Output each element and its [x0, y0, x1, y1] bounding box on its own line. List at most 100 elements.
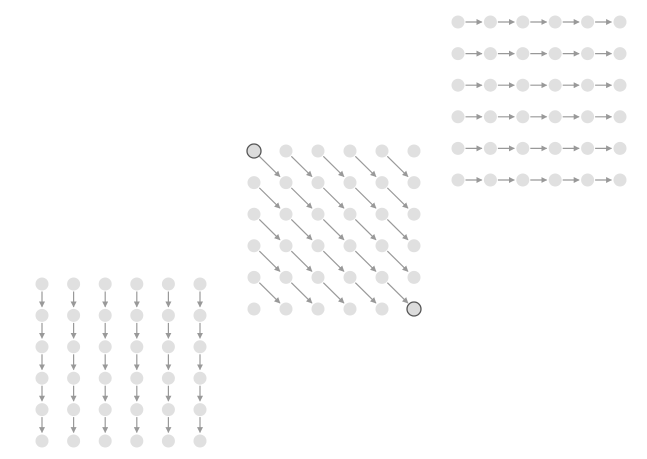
edge-arrow — [290, 155, 313, 178]
graph-node — [279, 176, 293, 190]
edge-arrow — [258, 155, 281, 178]
graph-node — [279, 302, 293, 316]
graph-node — [516, 15, 530, 29]
graph-node — [483, 141, 497, 155]
graph-node — [193, 371, 207, 385]
graph-node — [581, 173, 595, 187]
graph-node — [483, 15, 497, 29]
edge-arrow — [290, 187, 313, 209]
graph-node — [130, 371, 144, 385]
graph-node — [451, 141, 465, 155]
graph-node — [35, 308, 49, 322]
edge-arrow — [386, 155, 409, 178]
graph-node — [451, 47, 465, 61]
graph-node — [451, 173, 465, 187]
edge-arrow — [386, 250, 409, 272]
graph-node — [130, 277, 144, 291]
column-chains-grid — [35, 277, 207, 448]
edge-arrow — [322, 187, 345, 209]
graph-node — [613, 110, 627, 124]
graph-node — [279, 270, 293, 284]
graph-node — [35, 403, 49, 417]
graph-node — [375, 270, 389, 284]
graph-node — [279, 144, 293, 158]
graph-node — [581, 78, 595, 92]
graph-node — [98, 277, 112, 291]
graph-node — [279, 207, 293, 221]
graph-node — [67, 308, 81, 322]
graph-node — [516, 110, 530, 124]
graph-node — [247, 176, 261, 190]
edge-arrow — [354, 155, 377, 178]
row-chains-grid — [451, 15, 627, 187]
diagonal-grid — [246, 143, 422, 317]
graph-node — [247, 207, 261, 221]
graph-node — [451, 78, 465, 92]
graph-node — [130, 434, 144, 448]
graph-node — [343, 239, 357, 253]
graph-node — [581, 47, 595, 61]
graph-node — [343, 302, 357, 316]
edge-arrow — [290, 219, 313, 241]
graph-node — [161, 308, 175, 322]
edge-arrow — [322, 250, 345, 272]
graph-node — [548, 78, 562, 92]
graph-node — [375, 239, 389, 253]
edge-arrow — [354, 187, 377, 209]
graph-node — [548, 15, 562, 29]
graph-node — [375, 207, 389, 221]
graph-node — [548, 173, 562, 187]
graph-node — [548, 110, 562, 124]
graph-node — [193, 308, 207, 322]
edge-arrow — [354, 250, 377, 272]
graph-node — [35, 277, 49, 291]
graph-node — [98, 308, 112, 322]
graph-node — [247, 302, 261, 316]
graph-node — [407, 207, 421, 221]
edge-arrow — [322, 219, 345, 241]
highlighted-node — [246, 143, 262, 159]
graph-node — [407, 176, 421, 190]
graph-node — [343, 207, 357, 221]
graph-node — [613, 47, 627, 61]
graph-node — [516, 141, 530, 155]
graph-node — [193, 434, 207, 448]
graph-node — [311, 144, 325, 158]
graph-node — [343, 176, 357, 190]
graph-node — [516, 78, 530, 92]
graph-node — [548, 47, 562, 61]
graph-node — [343, 270, 357, 284]
graph-node — [483, 110, 497, 124]
graph-node — [67, 434, 81, 448]
graph-node — [35, 434, 49, 448]
graph-node — [311, 207, 325, 221]
graph-node — [581, 15, 595, 29]
graph-node — [161, 277, 175, 291]
edge-arrow — [258, 282, 281, 304]
edge-arrow — [258, 250, 281, 272]
graph-node — [548, 141, 562, 155]
graph-node — [130, 340, 144, 354]
graph-node — [35, 340, 49, 354]
graph-node — [311, 239, 325, 253]
graph-node — [193, 403, 207, 417]
graph-node — [483, 47, 497, 61]
graph-node — [98, 371, 112, 385]
graph-node — [581, 141, 595, 155]
graph-node — [407, 144, 421, 158]
graph-node — [130, 308, 144, 322]
graph-node — [130, 403, 144, 417]
edge-arrow — [258, 187, 281, 209]
edge-arrow — [258, 219, 281, 241]
highlighted-node — [406, 301, 422, 317]
graph-node — [67, 403, 81, 417]
edge-arrow — [322, 155, 345, 178]
graph-node — [161, 434, 175, 448]
graph-node — [343, 144, 357, 158]
graph-node — [483, 78, 497, 92]
graph-node — [247, 239, 261, 253]
graph-node — [311, 270, 325, 284]
graph-node — [161, 371, 175, 385]
graph-node — [311, 176, 325, 190]
graph-node — [407, 239, 421, 253]
